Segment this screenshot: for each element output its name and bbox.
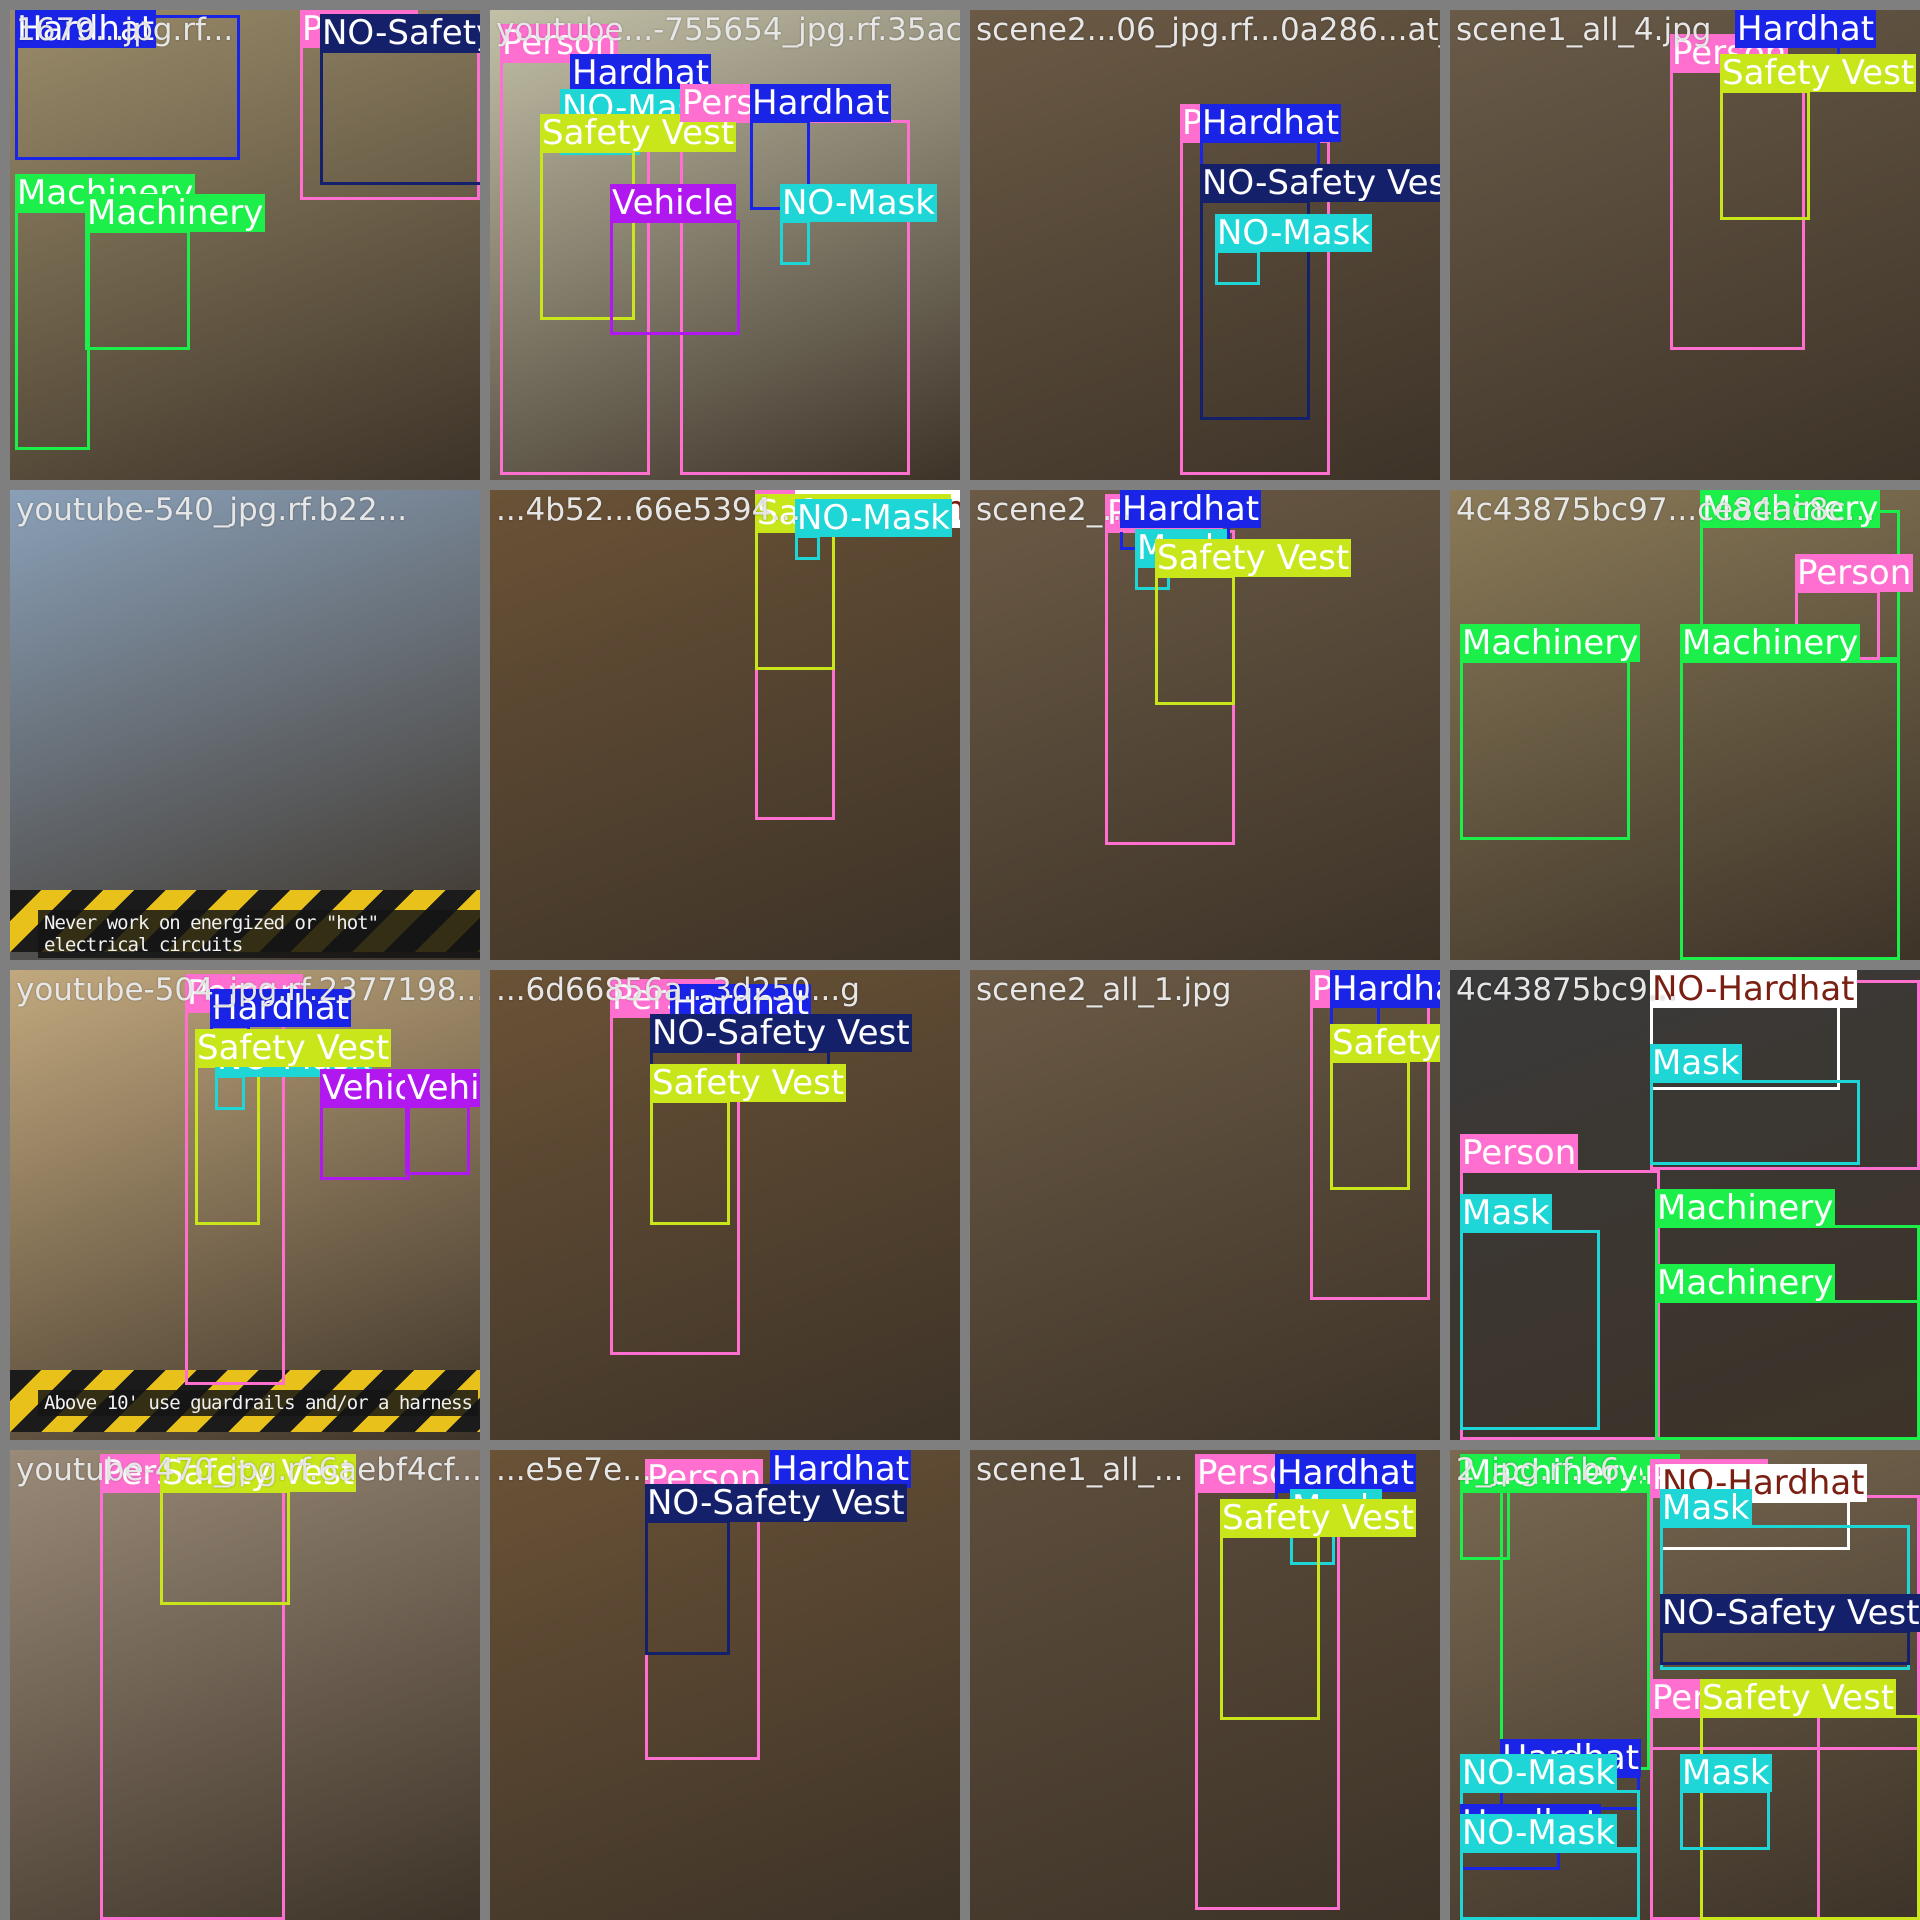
mosaic-tile: 4c43875bc97...ce84ac8c... Machinery Person…	[1450, 490, 1920, 960]
mosaic-tile: scene1_all_4.jpg Person Hardhat Safety Vest	[1450, 10, 1920, 480]
safety-caption: Never work on energized or "hot" electri…	[38, 910, 480, 958]
mosaic-tile: scene2...06_jpg.rf...0a286...at_4.jpgPer…	[970, 10, 1440, 480]
detection-label: Vehicle	[405, 1069, 480, 1107]
detection-label: Hardhat	[750, 84, 891, 122]
tile-filename: scene1_all_4.jpg	[1456, 12, 1711, 48]
detection-box	[1215, 250, 1260, 285]
detection-box	[795, 535, 820, 560]
detection-box	[780, 220, 810, 265]
mosaic-tile: ...6d66856a...3d250...gPersonHardhatNO-S…	[490, 970, 960, 1440]
detection-label: NO-Mask	[795, 499, 952, 537]
detection-box	[1460, 1490, 1510, 1560]
detection-box	[1720, 90, 1810, 220]
detection-label: Safety Vest	[650, 1064, 846, 1102]
detection-label: NO-Safety Vest	[645, 1484, 907, 1522]
detection-label: NO-Safety Vest	[1200, 164, 1440, 202]
detection-box	[1655, 1300, 1920, 1440]
detection-box	[1220, 1535, 1320, 1720]
detection-box	[320, 50, 480, 185]
detection-label: Person	[1795, 554, 1913, 592]
tile-filename: youtube...-755654_jpg.rf.35acd2e...	[496, 12, 960, 48]
detection-label: Hardhat	[1200, 104, 1341, 142]
detection-label: NO-Mask	[1215, 214, 1372, 252]
tile-filename: scene2...06_jpg.rf...0a286...at_4.jpg	[976, 12, 1440, 48]
tile-filename: youtube-504_jpg.rf.2377198...	[16, 972, 480, 1008]
detection-label: NO-Safety Vest	[320, 14, 480, 52]
detection-label: Hardhat	[1330, 970, 1440, 1008]
mosaic-tile: youtube-504_jpg.rf.2377198... Above 10' u…	[10, 970, 480, 1440]
detection-box	[405, 1105, 470, 1175]
detection-label: Machinery	[85, 194, 265, 232]
detection-box	[15, 210, 90, 450]
detection-label: Mask	[1680, 1754, 1772, 1792]
tile-filename: ...6d66856a...3d250...g	[496, 972, 860, 1008]
detection-box	[1460, 660, 1630, 840]
detection-label: NO-Hardhat	[1650, 970, 1857, 1008]
detection-label: Mask	[1460, 1194, 1552, 1232]
detection-box	[1650, 1080, 1860, 1165]
mosaic-tile: youtube-470_jpg.rf.6aebf4cf...PersonSafe…	[10, 1450, 480, 1920]
detection-box	[195, 1065, 260, 1225]
detection-label: Machinery	[1655, 1189, 1835, 1227]
mosaic-tile: scene2_...PersonHardhatMaskSafety Vest	[970, 490, 1440, 960]
detection-box	[160, 1490, 290, 1605]
detection-label: Safety Vest	[195, 1029, 391, 1067]
detection-label: Machinery	[1460, 624, 1640, 662]
detection-label: Mask	[1660, 1489, 1752, 1527]
detection-label: Safety Vest	[1720, 54, 1916, 92]
detection-label: Machinery	[1680, 624, 1860, 662]
mosaic-tile: ...e5e7e... Person Hardhat NO-Safety Vest	[490, 1450, 960, 1920]
tile-filename: ...e5e7e...	[496, 1452, 652, 1488]
detection-label: Mask	[1650, 1044, 1742, 1082]
tile-filename: scene1_all_...	[976, 1452, 1184, 1488]
mosaic-tile: youtube...-755654_jpg.rf.35acd2e...Perso…	[490, 10, 960, 480]
detection-box	[85, 230, 190, 350]
mosaic-tile: 1679...jpg.rf...HardhatPersonNO-Safety V…	[10, 10, 480, 480]
tile-filename: 4c43875bc97...ce84ac8c...	[1456, 492, 1875, 528]
detection-label: Safety Vest	[1330, 1024, 1440, 1062]
detection-box	[1500, 1490, 1650, 1770]
detection-box	[1460, 1230, 1600, 1430]
detection-label: NO-Safety Vest	[1660, 1594, 1920, 1632]
detection-box	[645, 1520, 730, 1655]
detection-box	[1680, 660, 1900, 960]
detection-box	[650, 1100, 730, 1225]
mosaic-tile: scene1_all_...PersonHardhatMaskSafety Ve…	[970, 1450, 1440, 1920]
tile-filename: scene2_...	[976, 492, 1132, 528]
detection-label: Hardhat	[1275, 1454, 1416, 1492]
detection-label: Safety Vest	[1700, 1679, 1896, 1717]
detection-box	[1330, 1060, 1410, 1190]
tile-filename: 2_jpg.rf.b6...	[1456, 1452, 1649, 1488]
safety-caption: Above 10' use guardrails and/or a harnes…	[38, 1390, 478, 1416]
detection-label: Safety Vest	[1220, 1499, 1416, 1537]
tile-filename: youtube-540_jpg.rf.b22...	[16, 492, 407, 528]
mosaic-tile: ...4b52...66e5394...PersonNO-HardhatSafe…	[490, 490, 960, 960]
detection-box	[1460, 1850, 1640, 1920]
detection-label: Safety Vest	[1155, 539, 1351, 577]
detection-label: Vehicle	[610, 184, 736, 222]
tile-filename: youtube-470_jpg.rf.6aebf4cf...	[16, 1452, 480, 1488]
detection-box	[320, 1105, 410, 1180]
detection-label: Hardhat	[1735, 10, 1876, 48]
tile-filename: 4c43875bc9...	[1456, 972, 1677, 1008]
detection-label: Person	[1460, 1134, 1578, 1172]
detection-label: NO-Mask	[1460, 1814, 1617, 1852]
mosaic-tile: youtube-540_jpg.rf.b22... Never work on e…	[10, 490, 480, 960]
detection-box	[610, 220, 740, 335]
detection-box	[1660, 1630, 1910, 1665]
mosaic-tile: 4c43875bc9...PersonNO-HardhatMaskPersonM…	[1450, 970, 1920, 1440]
detection-label: NO-Safety Vest	[650, 1014, 912, 1052]
detection-label: Hardhat	[1120, 490, 1261, 528]
tile-filename: ...4b52...66e5394...	[496, 492, 801, 528]
detection-box	[1680, 1790, 1770, 1850]
detection-label: NO-Mask	[780, 184, 937, 222]
detection-label: NO-Mask	[1460, 1754, 1617, 1792]
tile-filename: 1679...jpg.rf...	[16, 12, 233, 48]
detection-box	[1155, 575, 1235, 705]
mosaic-tile: 2_jpg.rf.b6...MachineryMachineryPersonNO…	[1450, 1450, 1920, 1920]
tile-filename: scene2_all_1.jpg	[976, 972, 1231, 1008]
detection-label: Machinery	[1655, 1264, 1835, 1302]
